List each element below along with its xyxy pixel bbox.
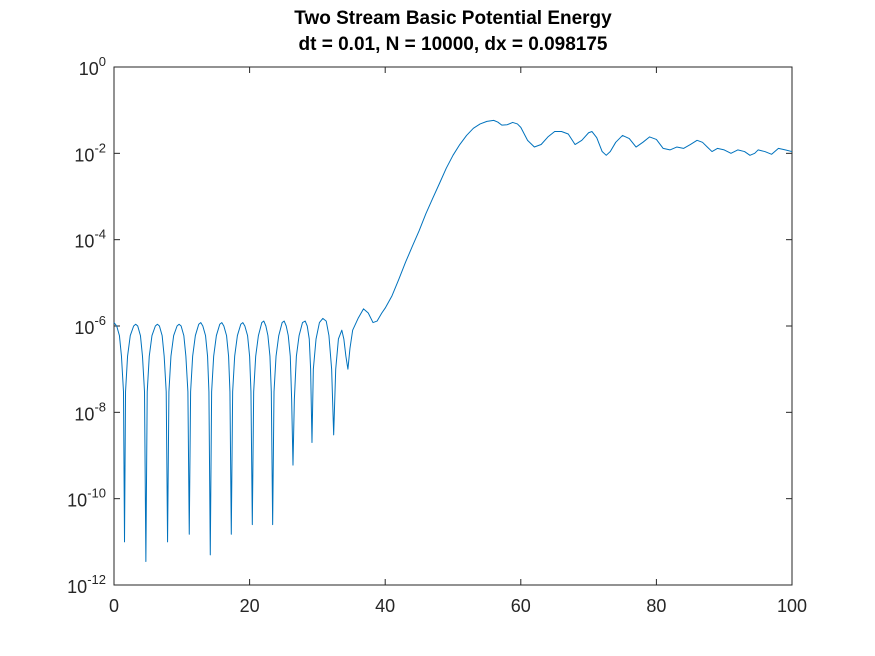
x-tick-label: 0 [109,596,119,616]
y-tick-label: 100 [79,54,106,79]
x-tick-label: 60 [511,596,531,616]
x-tick-label: 80 [646,596,666,616]
y-tick-label: 10-2 [74,140,106,165]
x-tick-label: 20 [240,596,260,616]
chart-title-block: Two Stream Basic Potential Energy dt = 0… [114,6,792,58]
chart-subtitle: dt = 0.01, N = 10000, dx = 0.098175 [298,34,608,55]
potential-energy-series-line [113,119,793,563]
y-tick-label: 10-10 [67,486,106,511]
x-tick-label: 40 [375,596,395,616]
chart-title: Two Stream Basic Potential Energy [294,8,612,29]
y-tick-label: 10-12 [67,572,106,597]
y-tick-label: 10-8 [74,399,106,424]
x-tick-label: 100 [777,596,807,616]
y-tick-label: 10-4 [74,227,106,252]
plot-area [113,66,793,586]
axis-tick-labels: 0 20 40 60 80 100 10-12 10-10 10-8 10-6 10-4 10-2 10… [67,54,807,616]
y-tick-label: 10-6 [74,313,106,338]
axis-ticks [113,66,793,586]
